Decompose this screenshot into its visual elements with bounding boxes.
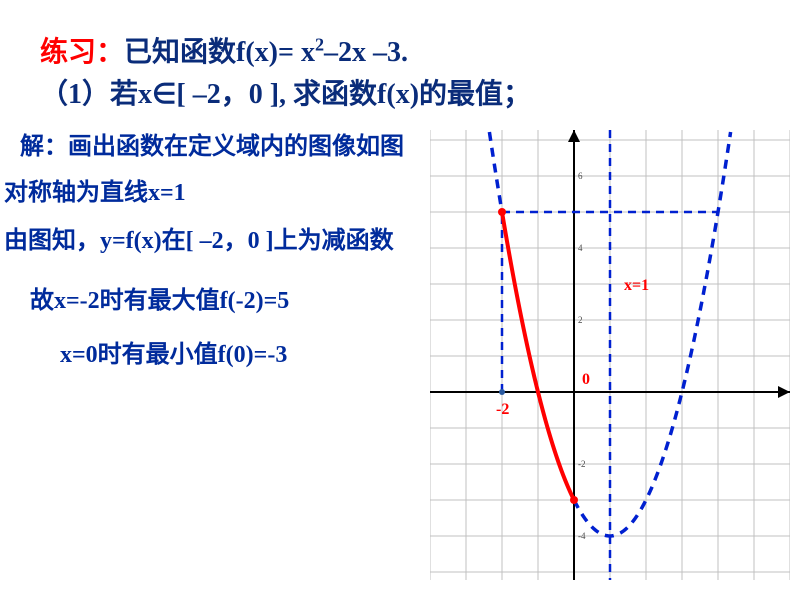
svg-text:x=1: x=1 — [624, 277, 649, 294]
svg-text:0: 0 — [582, 371, 590, 388]
function-exp: 2 — [315, 35, 324, 55]
solution-line-4: 故x=-2时有最大值f(-2)=5 — [30, 280, 289, 315]
subtitle-line: （1）若x∈[ –2，0 ], 求函数f(x)的最值； — [40, 72, 531, 112]
exercise-label: 练习： — [40, 37, 124, 68]
solution-line-1: 解：画出函数在定义域内的图像如图 — [20, 126, 404, 161]
function-def-1: 已知函数f(x)= x — [124, 37, 315, 68]
svg-text:-2: -2 — [496, 401, 509, 418]
solution-line-5: x=0时有最小值f(0)=-3 — [60, 334, 287, 369]
function-def-2: –2x –3. — [324, 37, 408, 68]
svg-text:-4: -4 — [578, 531, 586, 541]
svg-text:6: 6 — [578, 171, 583, 181]
solution-line-2: 对称轴为直线x=1 — [4, 172, 186, 207]
title-line: 练习：已知函数f(x)= x2–2x –3. — [40, 30, 408, 70]
parabola-chart: 2 4 6 -2 -4 0 -2 x=1 — [430, 130, 790, 580]
chart-container: 2 4 6 -2 -4 0 -2 x=1 — [430, 130, 790, 580]
svg-text:-2: -2 — [578, 459, 586, 469]
svg-text:4: 4 — [578, 243, 583, 253]
svg-text:2: 2 — [578, 315, 583, 325]
solution-line-3: 由图知，y=f(x)在[ –2，0 ]上为减函数 — [4, 220, 394, 255]
